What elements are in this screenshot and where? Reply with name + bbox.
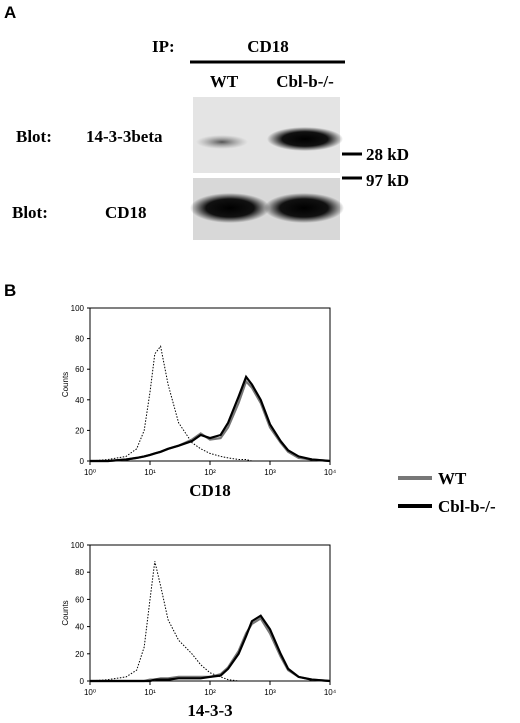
blot-antibody: CD18 — [105, 203, 147, 222]
legend-label: WT — [438, 469, 467, 488]
chart-title: 14-3-3 — [187, 701, 232, 720]
x-tick-label: 10⁴ — [324, 468, 337, 477]
chart-title: CD18 — [189, 481, 231, 500]
x-tick-label: 10³ — [264, 688, 276, 697]
y-tick-label: 100 — [71, 541, 85, 550]
blot-band — [267, 127, 343, 151]
y-tick-label: 0 — [80, 677, 85, 686]
lane-label: Cbl-b-/- — [276, 72, 334, 91]
x-tick-label: 10³ — [264, 468, 276, 477]
histogram-line — [89, 345, 330, 462]
blot-antibody: 14-3-3beta — [86, 127, 163, 146]
y-axis-label: Counts — [61, 600, 70, 625]
y-tick-label: 80 — [75, 568, 84, 577]
histogram-line — [90, 379, 331, 463]
y-tick-label: 40 — [75, 396, 84, 405]
y-tick-label: 60 — [75, 595, 84, 604]
x-tick-label: 10⁴ — [324, 688, 337, 697]
blot-band — [264, 193, 344, 223]
x-tick-label: 10⁰ — [84, 688, 96, 697]
x-tick-label: 10² — [204, 688, 216, 697]
blot-band — [190, 193, 270, 223]
legend-label: Cbl-b-/- — [438, 497, 496, 516]
marker-label: 28 kD — [366, 145, 409, 164]
marker-label: 97 kD — [366, 171, 409, 190]
panel-label: B — [4, 281, 16, 300]
y-tick-label: 80 — [75, 335, 84, 344]
y-axis-label: Counts — [61, 372, 70, 397]
y-tick-label: 60 — [75, 365, 84, 374]
histogram-line — [90, 616, 331, 683]
blot-prefix: Blot: — [12, 203, 48, 222]
x-tick-label: 10⁰ — [84, 468, 96, 477]
lane-label: WT — [210, 72, 239, 91]
histogram-line — [90, 614, 331, 683]
y-tick-label: 0 — [80, 457, 85, 466]
ip-label: IP: — [152, 37, 175, 56]
plot-frame — [89, 544, 331, 682]
blot-prefix: Blot: — [16, 127, 52, 146]
x-tick-label: 10¹ — [144, 468, 156, 477]
y-tick-label: 20 — [75, 650, 84, 659]
x-tick-label: 10² — [204, 468, 216, 477]
histogram-line — [90, 374, 331, 463]
y-tick-label: 100 — [71, 304, 85, 313]
y-tick-label: 20 — [75, 426, 84, 435]
panel-label: A — [4, 3, 16, 22]
histogram-line — [89, 561, 330, 682]
x-tick-label: 10¹ — [144, 688, 156, 697]
legend: WT Cbl-b-/- — [398, 469, 496, 516]
y-tick-label: 40 — [75, 623, 84, 632]
blot-band — [196, 135, 248, 149]
ip-target: CD18 — [247, 37, 289, 56]
